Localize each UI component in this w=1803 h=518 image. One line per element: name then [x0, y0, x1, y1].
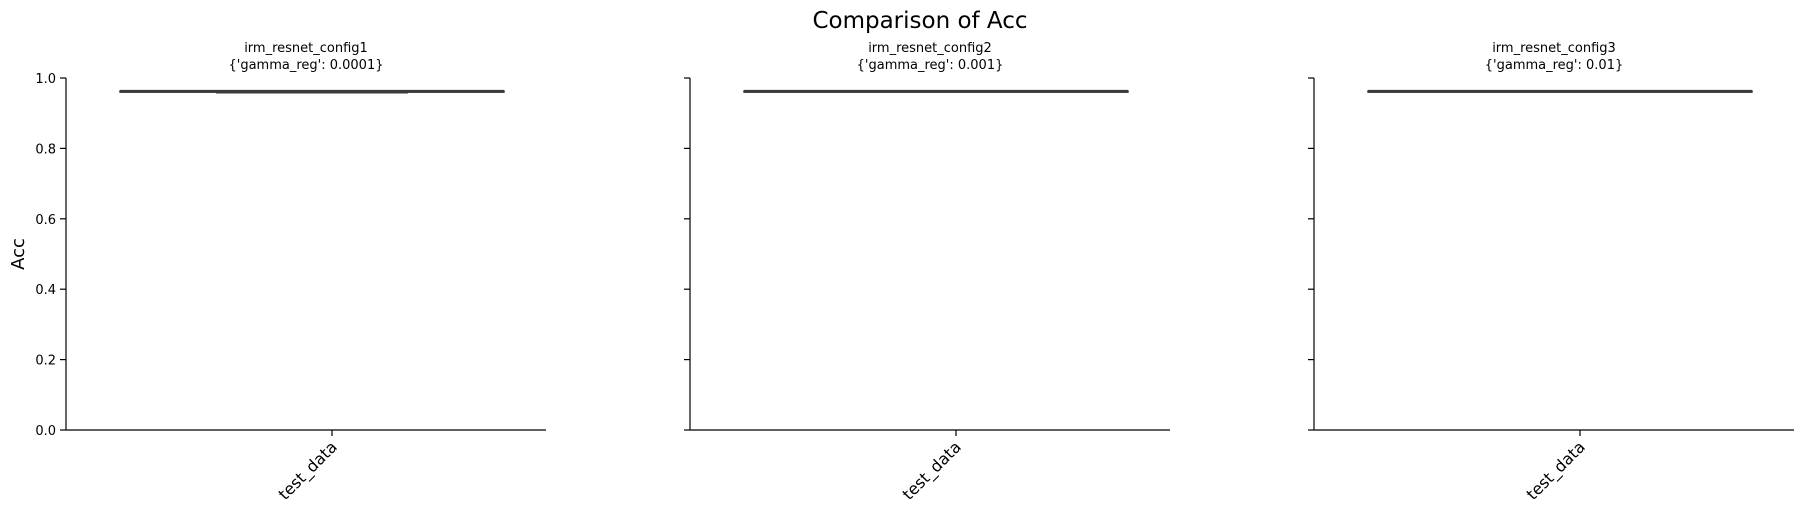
- x-tick-label: test_data: [1523, 437, 1590, 504]
- y-tick-label: 0.0: [35, 424, 56, 439]
- subplot-3: irm_resnet_config3 {'gamma_reg': 0.01} tes…: [1308, 41, 1794, 504]
- figure-title: Comparison of Acc: [812, 8, 1027, 34]
- subplot-title: irm_resnet_config1: [244, 41, 368, 56]
- y-tick-label: 1.0: [35, 72, 56, 87]
- subplot-1: irm_resnet_config1 {'gamma_reg': 0.0001} 0…: [8, 41, 546, 504]
- x-tick-label: test_data: [275, 437, 342, 504]
- x-tick-label: test_data: [899, 437, 966, 504]
- subplots: irm_resnet_config1 {'gamma_reg': 0.0001} 0…: [8, 41, 1794, 504]
- subplot-subtitle: {'gamma_reg': 0.0001}: [228, 58, 383, 73]
- y-tick-label: 0.2: [35, 354, 56, 369]
- subplot-subtitle: {'gamma_reg': 0.01}: [1485, 58, 1623, 73]
- subplot-title: irm_resnet_config2: [868, 41, 992, 56]
- y-axis-label: Acc: [8, 238, 29, 270]
- y-tick-label: 0.8: [35, 142, 56, 157]
- subplot-subtitle: {'gamma_reg': 0.001}: [857, 58, 1004, 73]
- y-tick-label: 0.6: [35, 213, 56, 228]
- subplot-title: irm_resnet_config3: [1492, 41, 1616, 56]
- y-tick-label: 0.4: [35, 283, 56, 298]
- subplot-2: irm_resnet_config2 {'gamma_reg': 0.001} te…: [684, 41, 1170, 504]
